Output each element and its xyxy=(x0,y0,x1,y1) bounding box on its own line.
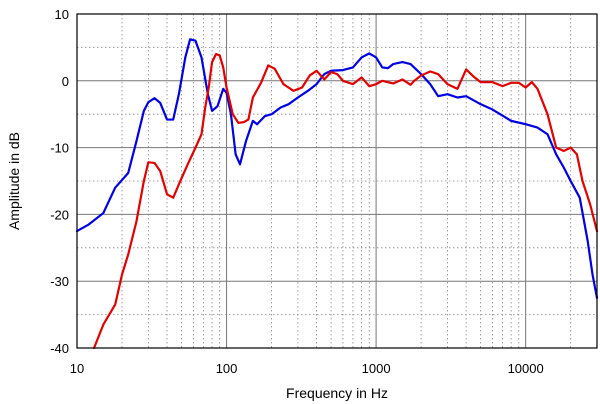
plot-frame xyxy=(76,13,598,349)
minor-grid xyxy=(77,14,598,348)
y-tick-label: 0 xyxy=(62,74,69,89)
y-tick-label: -20 xyxy=(50,207,69,222)
y-tick-label: -40 xyxy=(50,341,69,356)
y-tick-label: 10 xyxy=(55,7,69,22)
x-tick-label: 10000 xyxy=(508,361,544,376)
x-tick-label: 100 xyxy=(216,361,238,376)
x-tick-label: 10 xyxy=(70,361,84,376)
major-grid xyxy=(77,14,597,348)
y-tick-label: -10 xyxy=(50,141,69,156)
y-tick-label: -30 xyxy=(50,274,69,289)
series-line-1 xyxy=(75,38,599,299)
y-axis-label: Amplitude in dB xyxy=(6,132,22,230)
y-tick-labels: 10 0 -10 -20 -30 -40 xyxy=(50,7,69,356)
series-line-2 xyxy=(92,52,599,350)
series-layer xyxy=(75,38,599,350)
x-tick-labels: 10 100 1000 10000 xyxy=(70,361,544,376)
x-axis-label: Frequency in Hz xyxy=(286,385,388,401)
x-tick-label: 1000 xyxy=(362,361,391,376)
